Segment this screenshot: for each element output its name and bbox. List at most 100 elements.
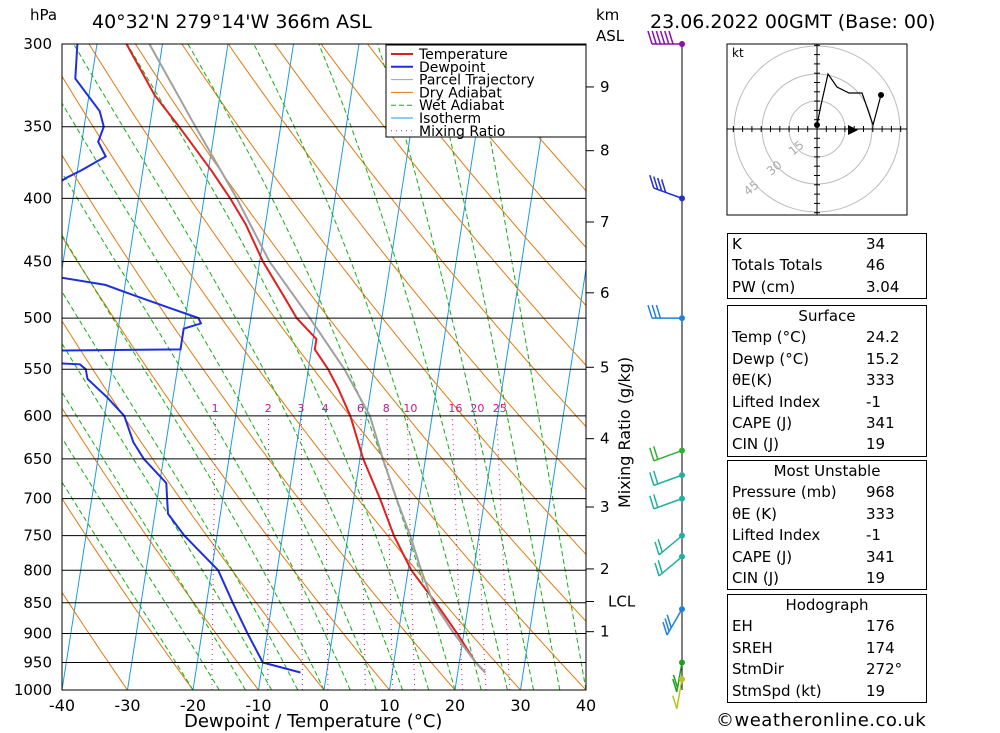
isotherm-line <box>62 44 163 690</box>
mixing-ratio-tick-label: 10 <box>403 402 417 415</box>
table-row: θE(K) 333 <box>728 370 926 391</box>
legend-entry: Parcel Trajectory <box>419 73 535 89</box>
row-value: 19 <box>866 681 886 700</box>
temperature-profile <box>125 44 486 674</box>
hodograph-end-marker <box>878 92 884 98</box>
pressure-tick-label: 700 <box>23 490 52 508</box>
mixing-ratio-tick-label: 25 <box>493 402 507 415</box>
km-tick-label: 6 <box>600 284 610 302</box>
table-row: StmDir 272° <box>728 659 926 680</box>
legend-entry: Dewpoint <box>419 60 486 76</box>
temperature-tick-label: 20 <box>445 696 465 715</box>
mixing-ratio-tick-label: 20 <box>470 402 484 415</box>
table-row: Lifted Index -1 <box>728 392 926 413</box>
wind-barb <box>649 470 685 487</box>
temperature-tick-label: -20 <box>180 696 206 715</box>
row-label: SREH <box>732 638 773 657</box>
pressure-tick-label: 850 <box>23 594 52 612</box>
row-label: CIN (J) <box>732 568 780 587</box>
isotherm-line <box>258 44 360 690</box>
row-label: Dewp (°C) <box>732 349 810 368</box>
table-row: K 34 <box>728 234 926 255</box>
dry-adiabat-line <box>88 44 586 690</box>
row-label: CAPE (J) <box>732 413 793 432</box>
legend-entry: Wet Adiabat <box>419 98 505 114</box>
hodograph-start-marker <box>814 122 820 128</box>
pressure-tick-label: 1000 <box>14 681 52 699</box>
legend-entry: Temperature <box>418 47 508 63</box>
wind-barb <box>647 30 685 47</box>
km-tick-label: LCL <box>608 593 636 611</box>
x-axis-label: Dewpoint / Temperature (°C) <box>184 711 442 732</box>
row-label: PW (cm) <box>732 277 796 296</box>
row-label: Temp (°C) <box>732 328 807 347</box>
row-value: 333 <box>866 504 895 523</box>
row-value: 19 <box>866 568 886 587</box>
pressure-tick-label: 800 <box>23 561 52 579</box>
pressure-tick-label: 450 <box>23 253 52 271</box>
isotherm-line <box>520 265 586 690</box>
location-title: 40°32'N 279°14'W 366m ASL <box>92 11 372 33</box>
dry-adiabat-line <box>274 44 586 428</box>
wet-adiabat-line <box>73 44 404 690</box>
hpa-unit: hPa <box>30 6 57 24</box>
km-tick-label: 8 <box>600 142 610 160</box>
row-label: θE(K) <box>732 371 773 390</box>
km-tick-label: 7 <box>600 213 610 231</box>
row-label: θE (K) <box>732 504 777 523</box>
row-value: 46 <box>866 256 886 275</box>
datetime-title: 23.06.2022 00GMT (Base: 00) <box>650 11 935 33</box>
mixing-ratio-line <box>325 415 329 690</box>
wind-barb <box>649 446 685 462</box>
table-row: CAPE (J) 341 <box>728 547 926 568</box>
table-row: Pressure (mb) 968 <box>728 482 926 503</box>
surface-table: Surface Temp (°C) 24.2 Dewp (°C) 15.2 θE(K) 3… <box>727 305 927 457</box>
table-row: CIN (J) 19 <box>728 568 926 589</box>
km-tick-label: 9 <box>600 78 610 96</box>
mixing-ratio-line <box>267 415 270 690</box>
plot-frame <box>61 43 587 691</box>
table-row: Lifted Index -1 <box>728 525 926 546</box>
pressure-tick-label: 400 <box>23 189 52 207</box>
mixing-ratio-tick-label: 4 <box>322 402 329 415</box>
dry-adiabat-line <box>62 235 390 690</box>
pressure-tick-label: 750 <box>23 527 52 545</box>
pressure-tick-label: 900 <box>23 624 52 642</box>
pressure-tick-label: 550 <box>23 360 52 378</box>
legend-entry: Mixing Ratio <box>419 124 505 140</box>
row-label: K <box>732 235 742 253</box>
mixing-ratio-tick-label: 6 <box>357 402 364 415</box>
temperature-tick-label: -10 <box>245 696 271 715</box>
table-row: Temp (°C) 24.2 <box>728 327 926 348</box>
mixing-ratio-line <box>301 415 303 690</box>
wet-adiabat-line <box>62 102 377 690</box>
wet-adiabat-line <box>253 44 482 690</box>
hodograph-table: Hodograph EH 176 SREH 174 StmDir 272° StmSpd (… <box>727 594 927 703</box>
indices-table: K 34 Totals Totals 46 PW (cm) 3.04 <box>727 233 927 300</box>
mixing-ratio-axis-label: Mixing Ratio (g/kg) <box>615 357 634 508</box>
pressure-tick-label: 500 <box>23 309 52 327</box>
row-label: Totals Totals <box>732 256 823 275</box>
hodograph-title: Hodograph <box>785 596 869 614</box>
row-value: 333 <box>866 371 895 390</box>
asl-unit: ASL <box>596 27 625 45</box>
legend-entry: Isotherm <box>419 111 481 127</box>
legend-entry: Dry Adiabat <box>419 85 502 101</box>
row-label: EH <box>732 617 753 636</box>
row-label: StmDir <box>732 660 784 679</box>
table-row: SREH 174 <box>728 638 926 659</box>
table-row: StmSpd (kt) 19 <box>728 681 926 702</box>
isotherm-line <box>62 44 98 273</box>
pressure-tick-label: 300 <box>23 35 52 53</box>
table-row: Totals Totals 46 <box>728 255 926 276</box>
km-tick-label: 5 <box>600 358 610 376</box>
wind-barb <box>672 659 685 693</box>
row-label: Lifted Index <box>732 526 821 545</box>
table-row: PW (cm) 3.04 <box>728 277 926 298</box>
row-value: 176 <box>866 617 895 636</box>
most-unstable-table: Most Unstable Pressure (mb) 968 θE (K) 333 L… <box>727 460 927 591</box>
hodograph-trace <box>816 72 882 128</box>
wet-adiabat-line <box>62 234 325 690</box>
wind-barb <box>649 174 685 202</box>
